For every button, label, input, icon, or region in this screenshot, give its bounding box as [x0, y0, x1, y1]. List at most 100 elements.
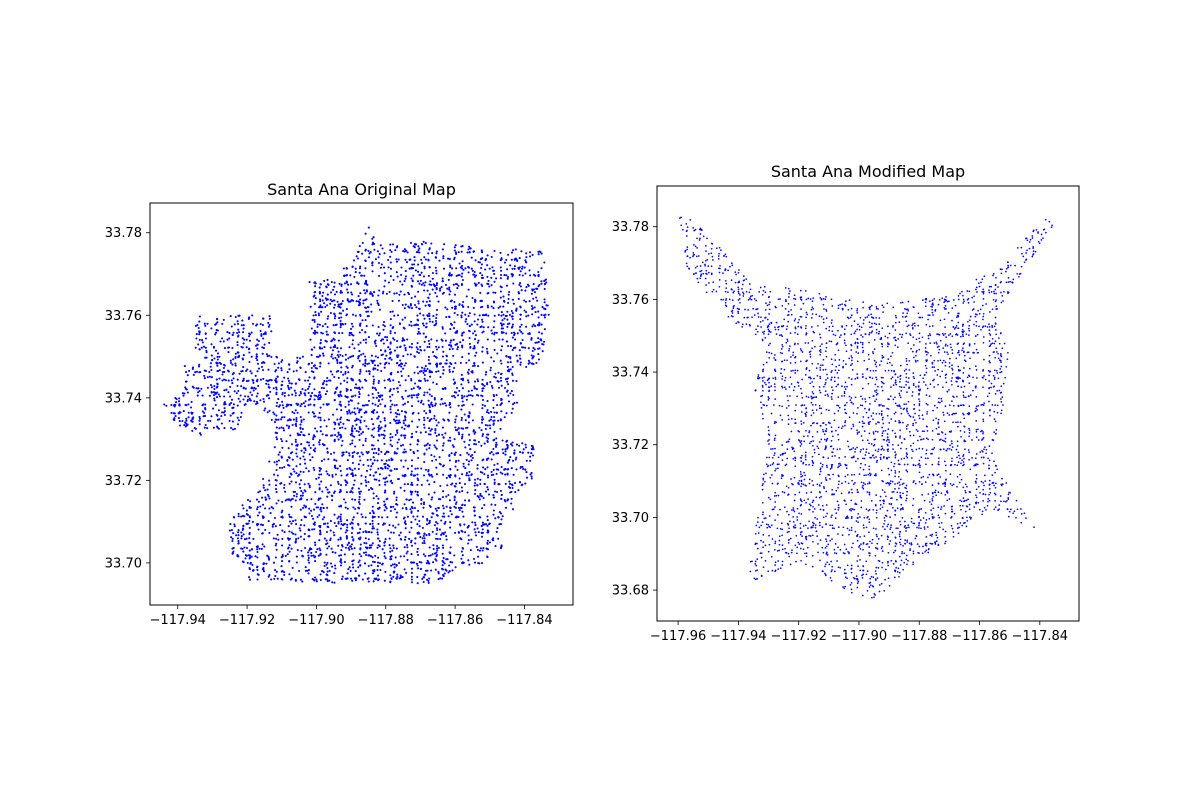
data-point — [273, 516, 277, 520]
data-point — [485, 313, 488, 316]
data-point — [531, 325, 534, 328]
data-point — [805, 537, 807, 540]
data-point — [314, 491, 317, 494]
data-point — [280, 360, 283, 363]
data-point — [395, 503, 398, 506]
data-point — [459, 266, 462, 269]
data-point — [280, 426, 283, 429]
data-point — [825, 327, 828, 330]
data-point — [474, 531, 477, 534]
data-point — [314, 285, 317, 288]
data-point — [490, 255, 493, 258]
data-point — [204, 346, 207, 349]
data-point — [492, 406, 495, 409]
data-point — [322, 403, 325, 406]
data-point — [244, 387, 247, 390]
data-point — [237, 419, 240, 422]
data-point — [275, 426, 278, 429]
data-point — [481, 528, 484, 531]
data-point — [431, 252, 434, 255]
data-point — [395, 577, 398, 580]
data-point — [381, 411, 385, 414]
data-point — [506, 499, 509, 502]
data-point — [351, 411, 354, 414]
data-point — [493, 415, 496, 419]
data-point — [325, 390, 329, 393]
data-point — [507, 394, 510, 397]
data-point — [310, 348, 313, 351]
data-point — [364, 232, 367, 235]
data-point — [382, 477, 385, 480]
data-point — [389, 439, 392, 442]
data-point — [280, 411, 283, 414]
data-point — [463, 440, 466, 443]
data-point — [472, 306, 475, 309]
data-point — [219, 340, 222, 343]
data-point — [485, 523, 488, 526]
data-point — [384, 465, 387, 468]
data-point — [774, 328, 777, 331]
data-point — [302, 402, 305, 405]
data-point — [287, 426, 290, 430]
data-point — [450, 513, 453, 516]
data-point — [805, 411, 808, 414]
data-point — [289, 499, 292, 502]
data-point — [283, 531, 286, 534]
data-point — [468, 324, 471, 328]
data-point — [469, 247, 472, 250]
data-point — [364, 341, 368, 344]
data-point — [442, 436, 445, 439]
data-point — [266, 554, 269, 557]
data-point — [479, 326, 482, 329]
data-point — [428, 444, 431, 447]
data-point — [267, 575, 270, 578]
data-point — [419, 348, 422, 352]
data-point — [477, 365, 480, 368]
data-point — [426, 345, 429, 349]
data-point — [405, 552, 408, 555]
data-point — [476, 548, 479, 551]
data-point — [313, 404, 316, 407]
data-point — [352, 259, 356, 262]
data-point — [205, 356, 208, 359]
data-point — [434, 319, 438, 323]
data-point — [481, 346, 484, 349]
data-point — [424, 304, 427, 307]
data-point — [535, 296, 538, 299]
data-point — [312, 434, 316, 437]
data-point — [405, 571, 408, 574]
data-point — [299, 524, 302, 527]
data-point — [231, 420, 234, 423]
data-point — [313, 521, 316, 524]
data-point — [364, 319, 367, 322]
data-point — [232, 403, 235, 406]
data-point — [495, 472, 498, 475]
data-point — [434, 355, 437, 359]
data-point — [370, 544, 373, 547]
data-point — [371, 542, 374, 545]
data-point — [320, 310, 323, 313]
data-point — [416, 332, 419, 335]
data-point — [317, 398, 320, 401]
data-point — [249, 399, 252, 402]
data-point — [787, 440, 790, 443]
data-point — [354, 412, 357, 416]
data-point — [256, 548, 259, 551]
data-point — [495, 331, 498, 334]
data-point — [267, 495, 270, 498]
data-point — [382, 523, 385, 526]
data-point — [410, 505, 413, 509]
data-point — [179, 411, 182, 414]
data-point — [339, 391, 342, 394]
data-point — [480, 429, 483, 432]
data-point — [339, 518, 342, 521]
data-point — [481, 433, 485, 436]
data-point — [326, 472, 329, 475]
data-point — [349, 545, 352, 548]
data-point — [368, 544, 371, 547]
data-point — [444, 283, 448, 286]
data-point — [339, 536, 342, 539]
data-point — [371, 572, 375, 575]
data-point — [357, 463, 360, 466]
data-point — [507, 368, 510, 371]
